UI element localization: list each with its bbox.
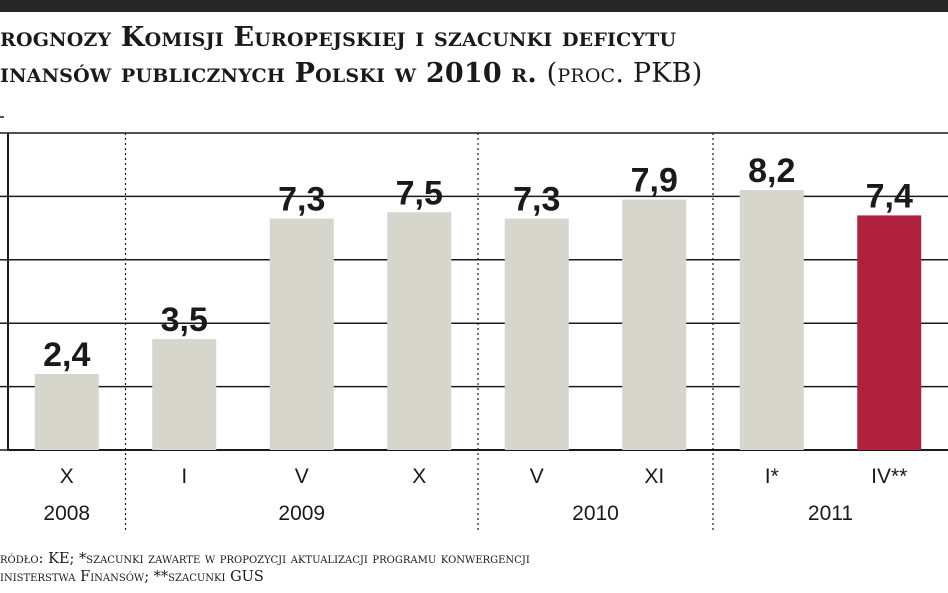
data-label-7: 7,4	[866, 177, 913, 215]
year-label-2011: 2011	[808, 502, 853, 525]
category-label-5: XI	[644, 465, 664, 488]
data-label-5: 7,9	[631, 162, 678, 200]
bar-6	[739, 190, 804, 450]
title-unit: (proc. PKB)	[546, 58, 703, 89]
data-label-0: 2,4	[43, 336, 90, 374]
source-line-1: ródło: KE; *szacunki zawarte w propozycj…	[0, 551, 530, 567]
data-label-2: 7,3	[278, 181, 325, 219]
data-label-1: 3,5	[161, 301, 208, 339]
top-bar	[0, 0, 948, 12]
data-label-6: 8,2	[748, 152, 795, 190]
year-label-2008: 2008	[43, 502, 90, 525]
bar-1	[152, 339, 217, 450]
title-line-2-text: inansów publicznych Polski w 2010 r.	[0, 58, 538, 89]
category-label-6: I*	[765, 465, 779, 488]
category-label-1: I	[181, 465, 187, 488]
bar-0	[34, 373, 99, 450]
bar-3	[387, 212, 452, 450]
source-line-2: inisterstwa Finansów; **szacunki GUS	[0, 569, 264, 585]
category-label-2: V	[295, 465, 309, 488]
title-line-2: inansów publicznych Polski w 2010 r. (pr…	[0, 58, 702, 89]
category-label-3: X	[412, 465, 426, 488]
category-label-0: X	[60, 465, 74, 488]
title-line-1: rognozy Komisji Europejskiej i szacunki …	[0, 22, 677, 53]
bar-5	[622, 199, 687, 450]
data-label-3: 7,5	[396, 174, 443, 212]
source-note: ródło: KE; *szacunki zawarte w propozycj…	[0, 550, 530, 586]
category-label-4: V	[530, 465, 544, 488]
bar-2	[269, 218, 334, 450]
bar-7	[857, 215, 922, 450]
year-label-2009: 2009	[278, 502, 325, 525]
year-label-2010: 2010	[572, 502, 619, 525]
category-label-7: IV**	[871, 465, 907, 488]
bar-4	[504, 218, 569, 450]
data-label-4: 7,3	[513, 181, 560, 219]
